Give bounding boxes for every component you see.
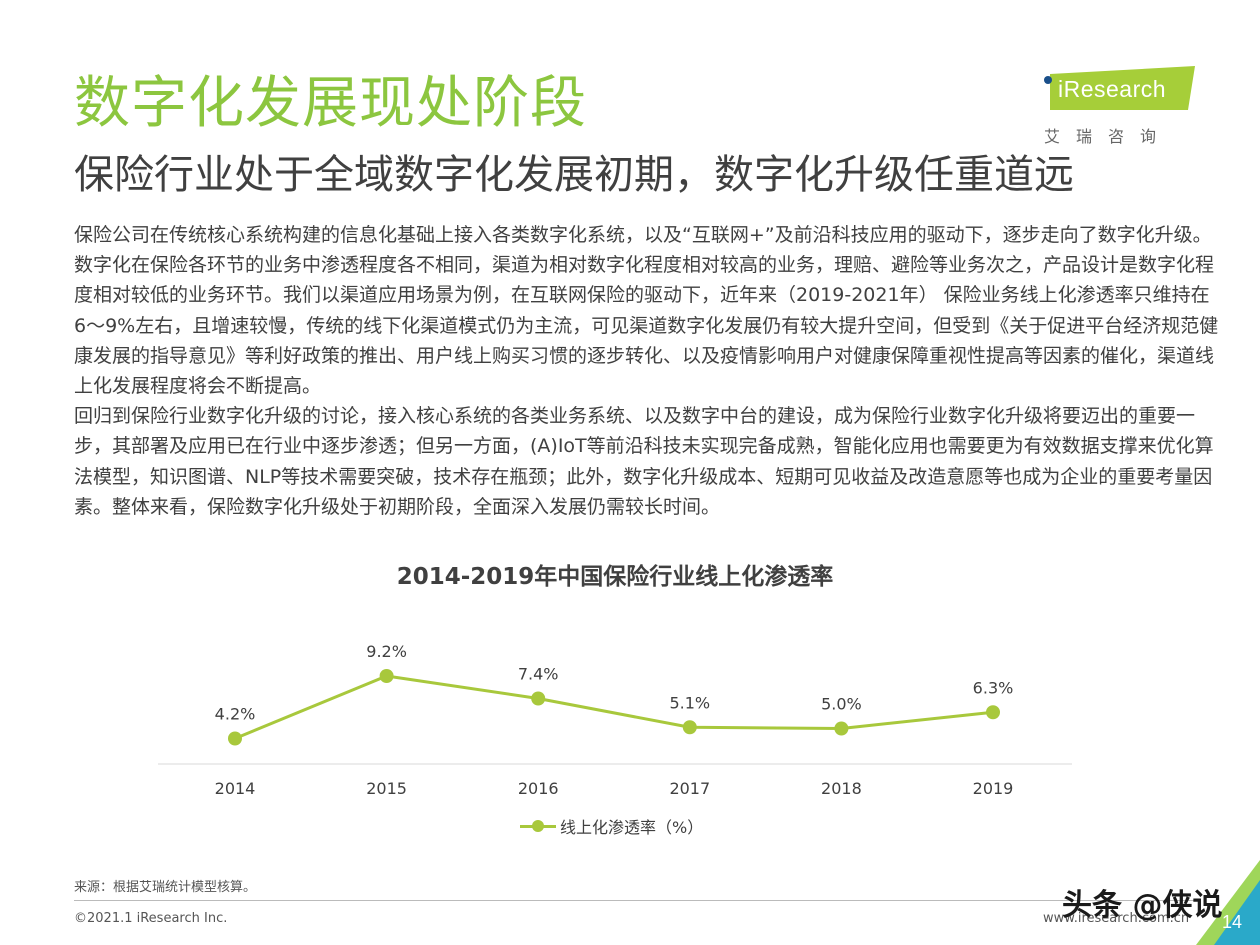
line-chart: 4.2% 9.2% 7.4% 5.1% 5.0% 6.3% 2014 2015 2016 2017… <box>158 642 1072 798</box>
footer-divider <box>74 900 1194 901</box>
legend-label: 线上化渗透率（%） <box>560 818 704 837</box>
legend-swatch-icon <box>520 819 556 833</box>
copyright-text: ©2021.1 iResearch Inc. <box>74 911 228 926</box>
x-tick-label: 2017 <box>669 779 710 798</box>
data-point <box>379 669 394 683</box>
page-number: 14 <box>1222 912 1243 932</box>
x-tick-label: 2015 <box>366 779 407 798</box>
chart-title: 2014-2019年中国保险行业线上化渗透率 <box>396 564 834 590</box>
body-paragraph-2: 回归到保险行业数字化升级的讨论，接入核心系统的各类业务系统、以及数字中台的建设，… <box>74 405 1214 518</box>
x-tick-label: 2019 <box>973 779 1014 798</box>
x-tick-label: 2018 <box>821 779 862 798</box>
source-note: 来源：根据艾瑞统计模型核算。 <box>74 880 257 895</box>
x-tick-label: 2014 <box>215 779 256 798</box>
data-point <box>682 720 697 735</box>
data-point <box>531 691 546 706</box>
data-label: 7.4% <box>518 665 559 684</box>
data-label: 5.0% <box>821 695 862 714</box>
data-label: 9.2% <box>366 642 407 661</box>
iresearch-logo: iResearch 艾瑞咨询 <box>1040 66 1200 146</box>
data-point <box>228 731 242 746</box>
website-link[interactable]: www.iresearch.com.cn <box>1043 911 1190 926</box>
page-subtitle: 保险行业处于全域数字化发展初期，数字化升级任重道远 <box>74 152 1074 198</box>
page-title: 数字化发展现处阶段 <box>74 71 587 136</box>
x-tick-label: 2016 <box>518 779 559 798</box>
data-label: 4.2% <box>215 705 256 724</box>
body-text: 保险公司在传统核心系统构建的信息化基础上接入各类数字化系统，以及“互联网+”及前… <box>74 220 1219 522</box>
data-point <box>834 721 849 736</box>
logo-banner-icon <box>1044 66 1195 110</box>
body-paragraph-1: 保险公司在传统核心系统构建的信息化基础上接入各类数字化系统，以及“互联网+”及前… <box>74 224 1219 398</box>
data-label: 6.3% <box>973 678 1014 697</box>
corner-decoration-icon <box>1196 860 1260 945</box>
logo-text-cn: 艾瑞咨询 <box>1044 127 1173 146</box>
data-label: 5.1% <box>669 693 710 712</box>
watermark: 头条 @侠说 <box>1062 888 1223 923</box>
series-line <box>234 674 994 740</box>
chart-legend: 线上化渗透率（%） <box>520 814 703 838</box>
logo-text-en: iResearch <box>1058 76 1167 102</box>
data-point <box>986 705 1000 720</box>
